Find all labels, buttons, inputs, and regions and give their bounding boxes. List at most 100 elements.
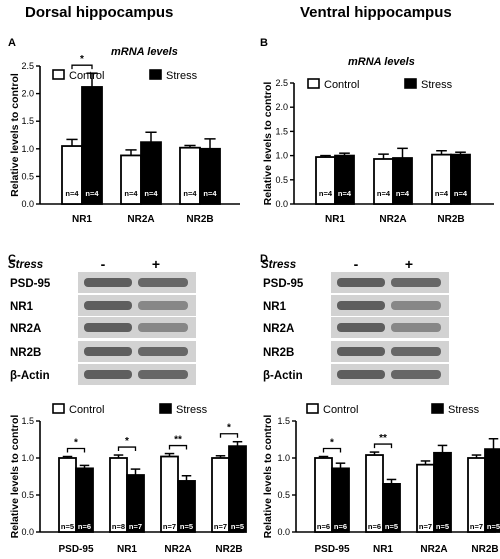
y-axis-label: Relative levels to control bbox=[262, 82, 274, 206]
dorsal-title: Dorsal hippocampus bbox=[25, 4, 173, 21]
blot-strip bbox=[331, 341, 449, 362]
blot-row-label: NR2A bbox=[10, 323, 41, 335]
legend-stress-swatch bbox=[404, 78, 417, 89]
n-label: n=7 bbox=[129, 522, 142, 531]
x-category-label: NR1 bbox=[373, 544, 393, 555]
bar-control bbox=[58, 457, 77, 533]
bar-stress bbox=[81, 86, 103, 205]
n-label: n=7 bbox=[214, 522, 227, 531]
n-label: n=6 bbox=[78, 522, 91, 531]
legend-control-swatch bbox=[52, 69, 65, 80]
n-label: n=7 bbox=[163, 522, 176, 531]
n-label: n=4 bbox=[396, 189, 410, 198]
blot-band-stress bbox=[138, 370, 188, 379]
blot-band-control bbox=[84, 301, 132, 310]
panel-letter: C bbox=[8, 253, 16, 265]
western-blot-d: Stress - + PSD-95 NR1 NR2A NR2B β-Actin bbox=[261, 256, 449, 385]
y-axis-label: Relative levels to control bbox=[9, 415, 21, 539]
blot-band-stress bbox=[138, 278, 188, 287]
significance-marker: * bbox=[125, 436, 129, 447]
blot-band-stress bbox=[391, 347, 441, 356]
blot-strip bbox=[78, 341, 196, 362]
blot-strip bbox=[331, 295, 449, 316]
blot-row-label: β-Actin bbox=[263, 370, 303, 382]
western-blot-c: Stress - + PSD-95 NR1 NR2A NR2B β-Actin bbox=[8, 256, 196, 385]
n-label: n=4 bbox=[454, 189, 468, 198]
significance-marker: * bbox=[227, 423, 231, 434]
x-category-label: NR2A bbox=[379, 214, 406, 225]
blot-strip bbox=[331, 272, 449, 293]
significance-bracket bbox=[66, 447, 86, 453]
bar-stress bbox=[433, 451, 452, 533]
x-category-label: NR2A bbox=[164, 544, 191, 555]
bar-stress bbox=[334, 154, 355, 205]
n-label: n=4 bbox=[183, 189, 197, 198]
blot-band-control bbox=[337, 278, 385, 287]
bar-stress bbox=[484, 448, 500, 533]
y-axis-label: Relative levels to control bbox=[9, 73, 21, 197]
blot-strip bbox=[78, 272, 196, 293]
minus-sign: - bbox=[354, 256, 359, 272]
significance-marker: ** bbox=[174, 435, 182, 446]
x-category-label: NR1 bbox=[117, 544, 137, 555]
y-tick-label: 1.5 bbox=[21, 116, 34, 126]
significance-bracket bbox=[322, 447, 342, 453]
x-category-label: PSD-95 bbox=[58, 544, 93, 555]
bar-stress bbox=[75, 467, 94, 533]
blot-band-control bbox=[337, 370, 385, 379]
n-label: n=4 bbox=[85, 189, 99, 198]
chart-subtitle: mRNA levels bbox=[348, 56, 415, 68]
blot-band-stress bbox=[138, 323, 188, 332]
y-tick-label: 0.5 bbox=[21, 490, 34, 500]
legend-stress-label: Stress bbox=[166, 70, 198, 82]
significance-bracket bbox=[71, 64, 93, 70]
n-label: n=7 bbox=[419, 522, 432, 531]
blot-strip bbox=[78, 364, 196, 385]
x-category-label: NR2B bbox=[471, 544, 498, 555]
n-label: n=6 bbox=[368, 522, 381, 531]
n-label: n=4 bbox=[338, 189, 352, 198]
n-label: n=4 bbox=[377, 189, 391, 198]
x-category-label: NR2A bbox=[127, 214, 154, 225]
plus-sign: + bbox=[152, 256, 160, 272]
y-tick-label: 1.5 bbox=[21, 416, 34, 426]
blot-row-label: NR1 bbox=[10, 301, 34, 313]
blot-row-label: β-Actin bbox=[10, 370, 50, 382]
y-tick-label: 0.0 bbox=[21, 527, 34, 537]
panel-letter: B bbox=[260, 37, 268, 49]
bar-stress bbox=[382, 482, 401, 533]
blot-strip bbox=[78, 295, 196, 316]
blot-band-stress bbox=[138, 347, 188, 356]
y-tick-label: 1.5 bbox=[277, 416, 290, 426]
significance-bracket bbox=[117, 446, 137, 452]
significance-marker: * bbox=[80, 54, 84, 65]
legend-control-label: Control bbox=[69, 70, 104, 82]
bar-control bbox=[211, 457, 230, 533]
legend-control-swatch bbox=[52, 403, 65, 414]
y-tick-label: 0.0 bbox=[275, 199, 288, 209]
stress-row-label: Stress bbox=[261, 259, 296, 271]
x-category-label: NR2B bbox=[186, 214, 213, 225]
y-tick-label: 1.0 bbox=[21, 453, 34, 463]
blot-row-label: NR2A bbox=[263, 323, 294, 335]
panel-letter: A bbox=[8, 37, 16, 49]
legend-stress-swatch bbox=[431, 403, 444, 414]
y-tick-label: 2.5 bbox=[275, 78, 288, 88]
n-label: n=6 bbox=[317, 522, 330, 531]
blot-band-control bbox=[84, 323, 132, 332]
plus-sign: + bbox=[405, 256, 413, 272]
blot-row-label: PSD-95 bbox=[10, 278, 51, 290]
blot-band-stress bbox=[391, 323, 441, 332]
n-label: n=7 bbox=[470, 522, 483, 531]
significance-marker: ** bbox=[379, 433, 387, 444]
stress-row-label: Stress bbox=[8, 259, 43, 271]
legend-stress-label: Stress bbox=[421, 79, 453, 91]
y-tick-label: 0.0 bbox=[277, 527, 290, 537]
n-label: n=6 bbox=[334, 522, 347, 531]
chart-subtitle: mRNA levels bbox=[111, 46, 178, 58]
bar-stress bbox=[228, 445, 247, 533]
legend-stress-label: Stress bbox=[176, 404, 208, 416]
bar-control bbox=[314, 457, 333, 533]
